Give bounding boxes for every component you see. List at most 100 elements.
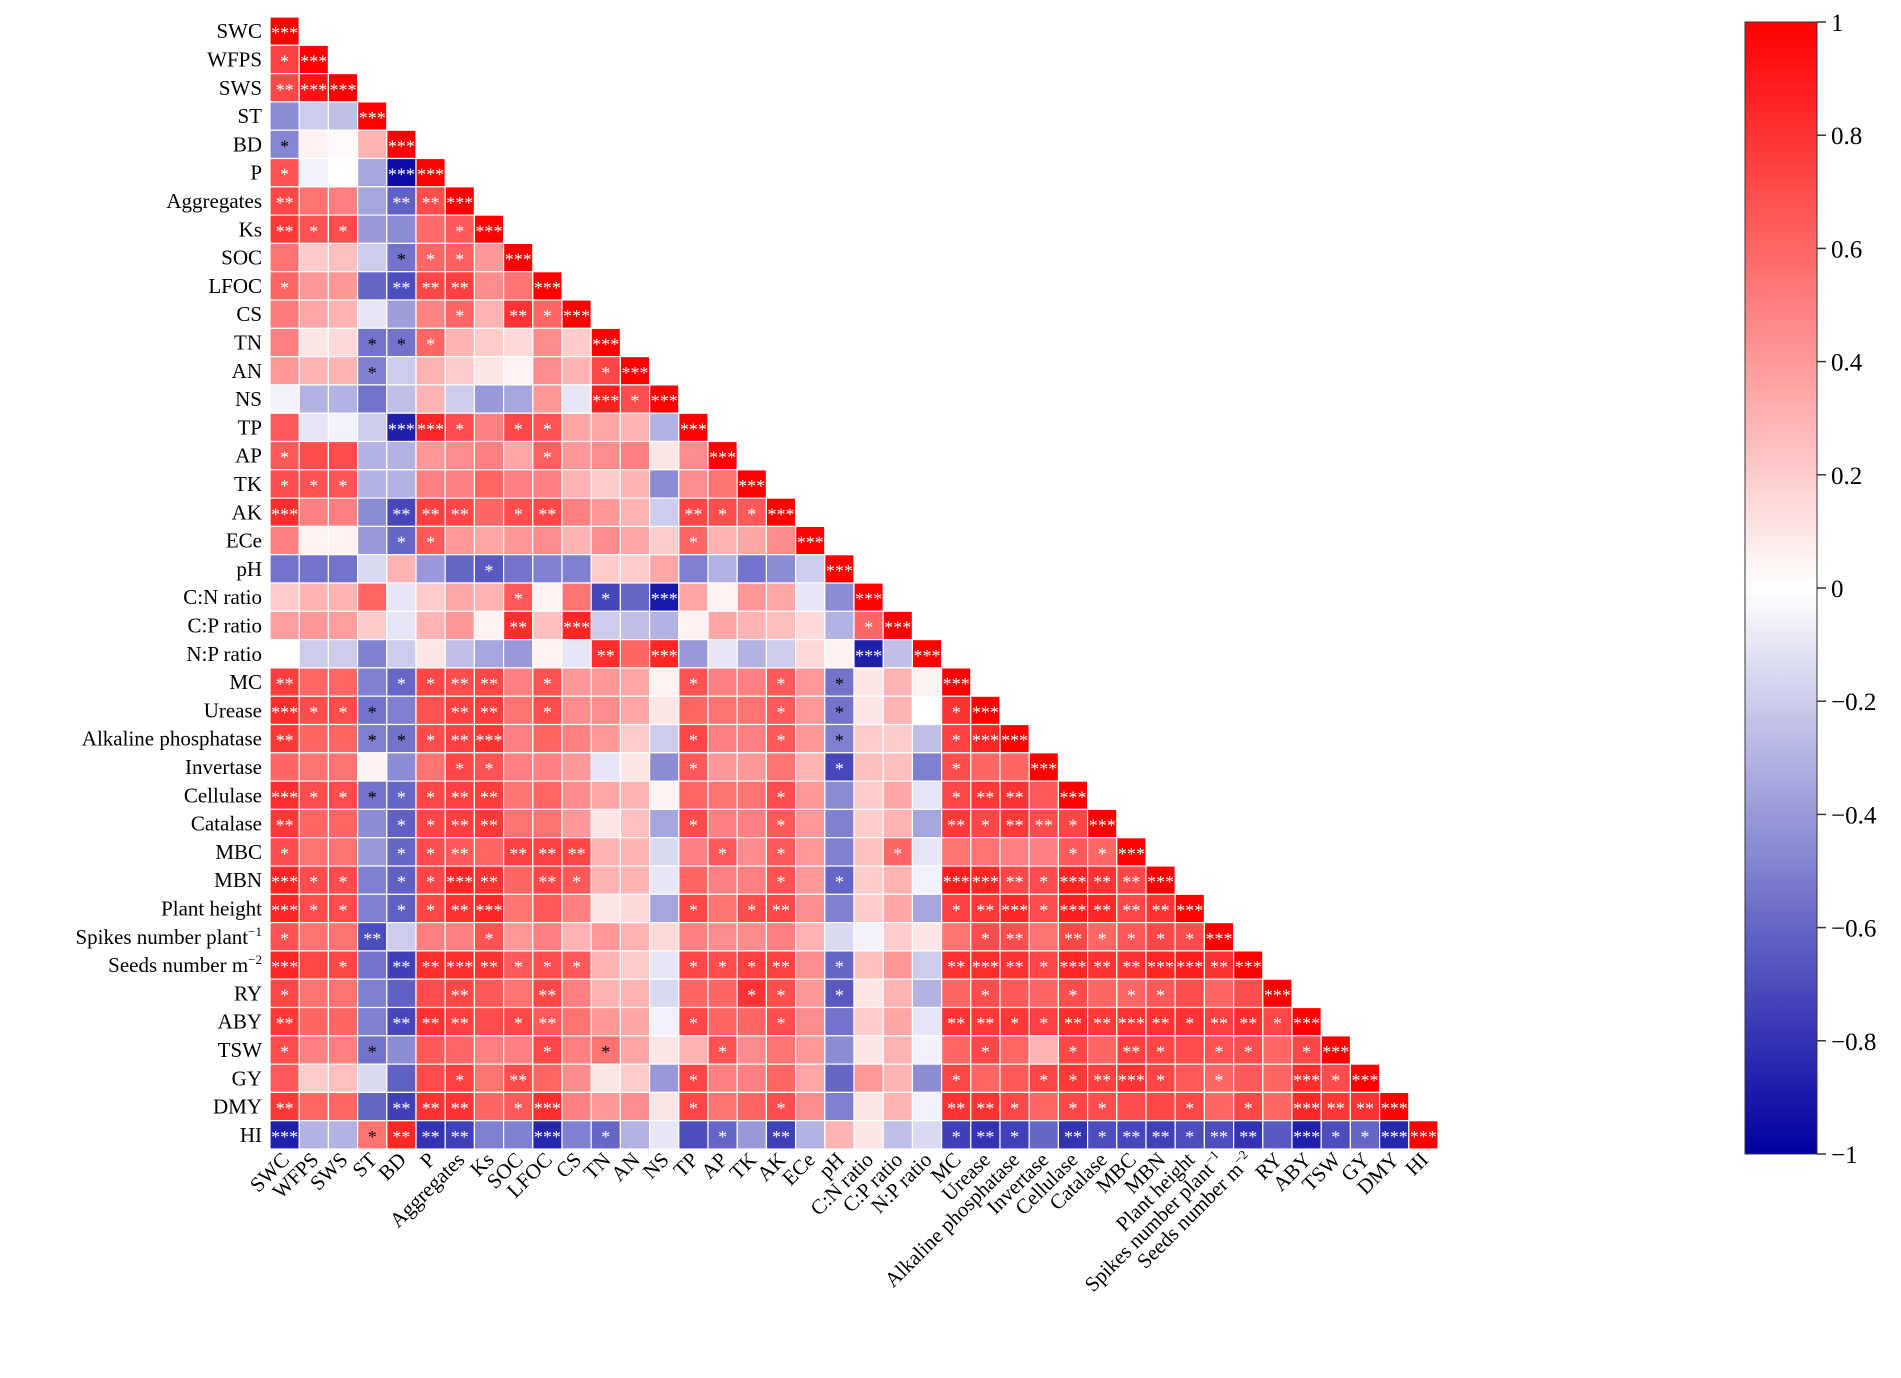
heatmap-cell-19-18 <box>794 554 826 584</box>
heatmap-cell-36-25 <box>999 1035 1030 1065</box>
heatmap-cell-16-15 <box>707 469 738 499</box>
heatmap-cell-39-13 <box>648 1120 680 1150</box>
heatmap-cell-39-16 <box>736 1120 768 1150</box>
heatmap-cell-39-10 <box>561 1120 592 1150</box>
heatmap-cell-35-31 <box>1174 1006 1205 1037</box>
heatmap-cell-33-25 <box>999 950 1030 980</box>
heatmap-cell-39-12 <box>619 1120 651 1150</box>
significance-mark: ** <box>538 985 556 1005</box>
heatmap-cell-10-2 <box>327 299 359 329</box>
significance-mark: * <box>309 702 318 722</box>
heatmap-cell-36-14 <box>678 1035 709 1065</box>
heatmap-cell-25-5 <box>415 723 446 754</box>
significance-mark: *** <box>388 165 415 185</box>
heatmap-cell-25-16 <box>736 723 768 754</box>
heatmap-cell-28-27 <box>1057 808 1089 839</box>
significance-mark: * <box>1098 1099 1107 1119</box>
significance-mark: * <box>864 617 873 637</box>
heatmap-cell-29-3 <box>357 837 388 867</box>
heatmap-cell-34-15 <box>707 978 738 1009</box>
heatmap-cell-34-21 <box>882 978 914 1009</box>
heatmap-cell-39-1 <box>298 1120 330 1150</box>
heatmap-cell-32-8 <box>503 921 534 952</box>
heatmap-cell-13-7 <box>473 384 505 414</box>
heatmap-cell-17-13 <box>648 497 680 528</box>
significance-mark: ** <box>480 702 498 722</box>
significance-mark: ** <box>276 731 294 751</box>
significance-mark: * <box>543 674 552 694</box>
heatmap-cell-37-15 <box>707 1063 738 1093</box>
significance-mark: * <box>718 504 727 524</box>
heatmap-cell-39-34 <box>1262 1120 1293 1150</box>
heatmap-cell-24-2 <box>327 695 359 726</box>
significance-mark: * <box>1039 872 1048 892</box>
heatmap-cell-39-6 <box>444 1120 476 1150</box>
colorbar-tick-label: 0.8 <box>1831 123 1862 150</box>
heatmap-cell-38-8 <box>503 1091 534 1122</box>
heatmap-cell-24-16 <box>736 695 768 726</box>
heatmap-cell-33-33 <box>1232 950 1264 980</box>
heatmap-cell-26-22 <box>911 752 943 782</box>
heatmap-cell-14-3 <box>357 412 388 443</box>
heatmap-cell-22-17 <box>765 638 797 669</box>
significance-mark: ** <box>392 278 410 298</box>
significance-mark: ** <box>392 1127 410 1147</box>
heatmap-cell-28-25 <box>999 808 1030 839</box>
significance-mark: ** <box>976 1127 994 1147</box>
significance-mark: *** <box>359 108 386 128</box>
heatmap-cell-9-6 <box>444 271 476 301</box>
heatmap-cell-6-2 <box>327 186 359 216</box>
heatmap-cell-6-3 <box>357 186 388 216</box>
significance-mark: * <box>543 1042 552 1062</box>
significance-mark: ** <box>1210 1014 1228 1034</box>
significance-mark: *** <box>592 334 619 354</box>
significance-mark: ** <box>1093 1014 1111 1034</box>
heatmap-cell-27-1 <box>298 780 330 810</box>
significance-mark: * <box>1098 844 1107 864</box>
heatmap-cell-38-11 <box>590 1091 622 1122</box>
significance-mark: * <box>426 816 435 836</box>
significance-mark: * <box>1156 1042 1165 1062</box>
heatmap-cell-33-2 <box>327 950 359 980</box>
significance-mark: *** <box>1322 1042 1349 1062</box>
significance-mark: * <box>835 872 844 892</box>
heatmap-cell-36-18 <box>794 1035 826 1065</box>
significance-mark: *** <box>1060 900 1087 920</box>
significance-mark: * <box>981 1042 990 1062</box>
heatmap-cell-38-36 <box>1320 1091 1351 1122</box>
heatmap-cell-26-8 <box>503 752 534 782</box>
heatmap-cell-32-5 <box>415 921 446 952</box>
heatmap-cell-18-4 <box>386 525 417 556</box>
heatmap-cell-23-21 <box>882 667 914 697</box>
significance-mark: *** <box>1118 1070 1145 1090</box>
heatmap-cell-21-14 <box>678 610 709 641</box>
significance-mark: * <box>835 985 844 1005</box>
heatmap-cell-13-3 <box>357 384 388 414</box>
column-label: HI <box>1400 1148 1433 1181</box>
row-label: DMY <box>213 1095 262 1119</box>
heatmap-cell-27-23 <box>940 780 972 810</box>
heatmap-cell-16-13 <box>648 469 680 499</box>
heatmap-cell-30-12 <box>619 865 651 895</box>
heatmap-cell-25-19 <box>824 723 855 754</box>
heatmap-cell-34-3 <box>357 978 388 1009</box>
heatmap-cell-23-20 <box>853 667 884 697</box>
row-label: TSW <box>218 1038 263 1062</box>
heatmap-cell-14-10 <box>561 412 592 443</box>
heatmap-cell-27-16 <box>736 780 768 810</box>
heatmap-cell-33-5 <box>415 950 446 980</box>
heatmap-cell-32-6 <box>444 921 476 952</box>
heatmap-cell-32-23 <box>940 921 972 952</box>
significance-mark: * <box>455 250 464 270</box>
heatmap-cell-24-9 <box>532 695 563 726</box>
heatmap-cell-11-10 <box>561 327 592 358</box>
heatmap-cell-20-2 <box>327 582 359 612</box>
heatmap-cell-31-10 <box>561 893 592 924</box>
significance-mark: *** <box>1176 957 1203 977</box>
heatmap-cell-35-32 <box>1203 1006 1235 1037</box>
heatmap-cell-27-15 <box>707 780 738 810</box>
significance-mark: *** <box>1293 1127 1320 1147</box>
heatmap-cell-35-20 <box>853 1006 884 1037</box>
heatmap-cell-21-17 <box>765 610 797 641</box>
significance-mark: *** <box>1060 957 1087 977</box>
